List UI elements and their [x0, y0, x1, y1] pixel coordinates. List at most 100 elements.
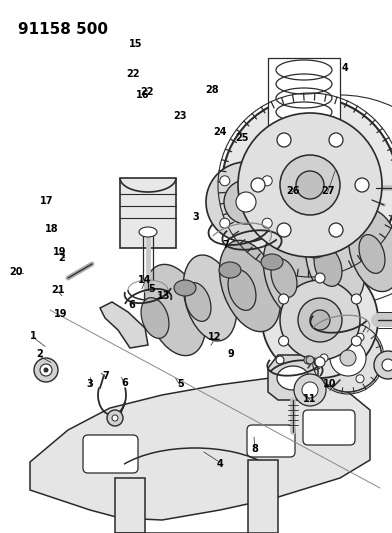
Polygon shape: [115, 478, 145, 533]
Text: 5: 5: [149, 284, 156, 294]
Ellipse shape: [280, 280, 360, 360]
Text: 3: 3: [87, 379, 94, 389]
Ellipse shape: [185, 282, 211, 321]
Ellipse shape: [315, 357, 325, 367]
Text: 18: 18: [45, 224, 58, 234]
Text: 2: 2: [36, 350, 43, 359]
Text: 6: 6: [121, 378, 128, 387]
Ellipse shape: [238, 113, 382, 257]
Polygon shape: [268, 355, 318, 400]
Polygon shape: [30, 378, 370, 520]
Text: 3: 3: [192, 212, 200, 222]
Text: 1: 1: [30, 331, 37, 341]
Text: 14: 14: [138, 275, 152, 285]
Text: 11: 11: [303, 394, 316, 403]
Ellipse shape: [271, 259, 297, 297]
Ellipse shape: [359, 235, 385, 273]
Text: 8: 8: [251, 444, 258, 454]
Ellipse shape: [304, 356, 312, 364]
Text: 25: 25: [236, 133, 249, 142]
Text: 4: 4: [216, 459, 223, 469]
Ellipse shape: [305, 219, 365, 305]
Ellipse shape: [261, 254, 283, 270]
Polygon shape: [100, 302, 148, 348]
Ellipse shape: [40, 364, 52, 376]
Bar: [120, 178, 176, 248]
Text: 24: 24: [213, 127, 226, 137]
Ellipse shape: [228, 270, 256, 310]
Ellipse shape: [302, 382, 318, 398]
Ellipse shape: [220, 176, 230, 186]
Ellipse shape: [306, 356, 314, 364]
Text: 22: 22: [141, 87, 154, 96]
Ellipse shape: [279, 294, 289, 304]
Ellipse shape: [183, 255, 237, 341]
Ellipse shape: [304, 242, 326, 258]
Ellipse shape: [44, 368, 48, 372]
Text: 22: 22: [127, 69, 140, 78]
FancyBboxPatch shape: [303, 410, 355, 445]
Text: 4: 4: [341, 63, 348, 73]
Ellipse shape: [298, 298, 342, 342]
Ellipse shape: [174, 280, 196, 296]
Polygon shape: [248, 460, 278, 533]
Ellipse shape: [374, 351, 392, 379]
Ellipse shape: [279, 336, 289, 346]
Ellipse shape: [277, 133, 291, 147]
Ellipse shape: [34, 358, 58, 382]
Ellipse shape: [112, 415, 118, 421]
Ellipse shape: [145, 264, 205, 356]
Text: 19: 19: [53, 247, 66, 256]
Ellipse shape: [139, 227, 157, 237]
Text: 7: 7: [102, 371, 109, 381]
Ellipse shape: [329, 133, 343, 147]
Ellipse shape: [310, 310, 330, 330]
Text: 27: 27: [321, 186, 334, 196]
Text: 26: 26: [287, 186, 300, 196]
Ellipse shape: [382, 359, 392, 371]
Ellipse shape: [220, 240, 281, 332]
FancyBboxPatch shape: [247, 425, 295, 457]
FancyBboxPatch shape: [83, 435, 138, 473]
Ellipse shape: [263, 231, 317, 317]
Text: 16: 16: [136, 90, 149, 100]
Ellipse shape: [351, 294, 361, 304]
Text: 91158 500: 91158 500: [18, 22, 108, 37]
Text: 2: 2: [59, 253, 65, 263]
Ellipse shape: [224, 180, 268, 224]
Ellipse shape: [314, 246, 342, 286]
Text: 20: 20: [10, 267, 23, 277]
Ellipse shape: [294, 374, 326, 406]
Ellipse shape: [330, 340, 366, 376]
Ellipse shape: [236, 192, 256, 212]
Ellipse shape: [262, 262, 378, 378]
Ellipse shape: [141, 297, 169, 338]
Ellipse shape: [220, 218, 230, 228]
Ellipse shape: [262, 218, 272, 228]
Ellipse shape: [320, 354, 328, 362]
Ellipse shape: [280, 155, 340, 215]
Text: 28: 28: [206, 85, 219, 94]
Ellipse shape: [107, 410, 123, 426]
Ellipse shape: [262, 176, 272, 186]
Ellipse shape: [356, 333, 364, 341]
Ellipse shape: [314, 324, 382, 392]
Ellipse shape: [251, 178, 265, 192]
Bar: [268, 58, 340, 146]
Ellipse shape: [329, 223, 343, 237]
Ellipse shape: [355, 178, 369, 192]
Text: 19: 19: [54, 310, 67, 319]
Text: 13: 13: [157, 292, 171, 301]
Ellipse shape: [219, 262, 241, 278]
Text: 17: 17: [40, 197, 54, 206]
Text: 23: 23: [174, 111, 187, 121]
Ellipse shape: [206, 162, 286, 242]
Ellipse shape: [356, 375, 364, 383]
Text: 12: 12: [208, 332, 221, 342]
Ellipse shape: [277, 366, 309, 390]
Text: 7: 7: [223, 240, 229, 250]
Ellipse shape: [276, 356, 284, 364]
Text: 9: 9: [228, 350, 235, 359]
Text: 5: 5: [177, 379, 184, 389]
Text: 10: 10: [323, 379, 336, 389]
